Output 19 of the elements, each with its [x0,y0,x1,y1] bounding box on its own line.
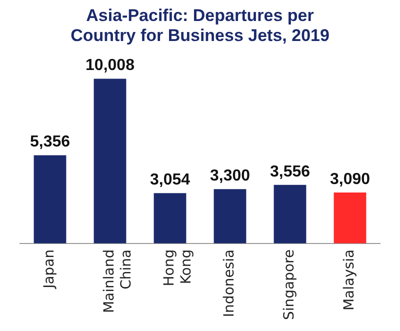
x-tick-label: Indonesia [222,249,238,318]
x-tick-label: Mainland China [102,249,134,314]
data-label: 10,008 [86,57,135,74]
chart-title: Asia-Pacific: Departures per Country for Business Jets, 2019 [70,6,330,46]
x-tick-label: Malaysia [342,249,358,311]
bar [94,78,126,244]
bar [274,184,306,244]
bar [34,155,66,244]
data-label: 3,090 [330,170,370,188]
bar [154,193,186,244]
x-tick-label: Hong Kong [162,249,194,286]
bar [334,192,366,244]
data-label: 3,300 [210,168,250,184]
data-label: 3,054 [150,172,190,189]
x-tick-label: Singapore [282,249,298,320]
x-tick-label: Japan [42,249,58,290]
bar [214,189,246,244]
data-label: 5,356 [30,134,70,151]
data-label: 3,556 [270,163,310,180]
